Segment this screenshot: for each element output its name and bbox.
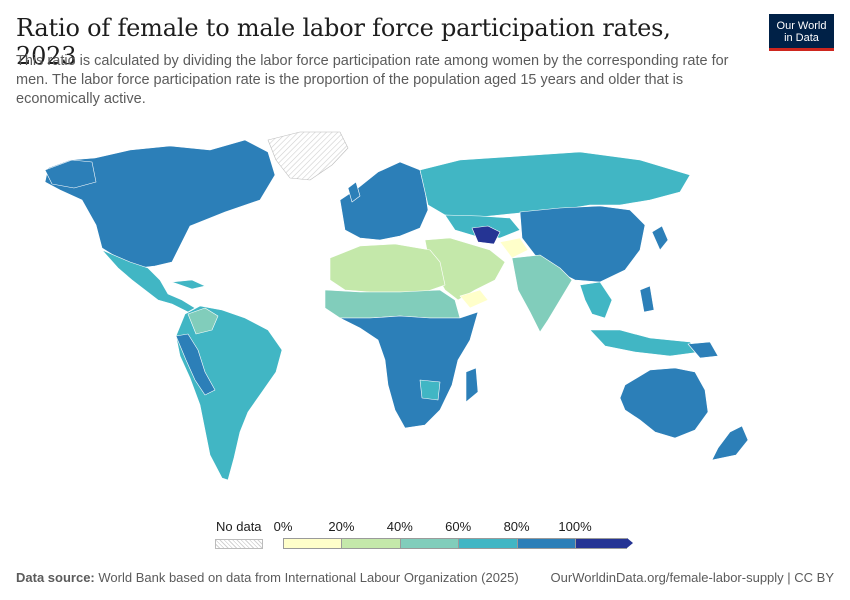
region-colombia[interactable] bbox=[187, 307, 219, 335]
legend-bin-80-100-[interactable] bbox=[516, 538, 575, 549]
region-south-america[interactable] bbox=[175, 305, 283, 481]
region-caribbean[interactable] bbox=[171, 279, 206, 290]
legend-bin-20-40-[interactable] bbox=[341, 538, 400, 549]
source-label: Data source: bbox=[16, 570, 95, 585]
region-greenland[interactable] bbox=[267, 131, 349, 181]
legend-tick-label: 0% bbox=[273, 519, 293, 534]
source-text: World Bank based on data from Internatio… bbox=[98, 570, 519, 585]
chart-title: Ratio of female to male labor force part… bbox=[16, 14, 671, 70]
region-uk[interactable] bbox=[347, 181, 361, 203]
region-papua[interactable] bbox=[687, 341, 719, 359]
region-russia[interactable] bbox=[419, 151, 691, 219]
logo-line-1: Our World bbox=[776, 20, 827, 32]
legend-tick-label: 40% bbox=[386, 519, 413, 534]
legend-arrow bbox=[627, 538, 634, 548]
region-japan[interactable] bbox=[651, 225, 669, 251]
region-philippines[interactable] bbox=[639, 285, 655, 313]
legend-bin-60-80-[interactable] bbox=[458, 538, 517, 549]
chart-subtitle: This ratio is calculated by dividing the… bbox=[16, 53, 729, 107]
region-alaska[interactable] bbox=[44, 159, 97, 189]
legend-no-data-label: No data bbox=[216, 519, 262, 534]
footer: Data source: World Bank based on data fr… bbox=[16, 570, 834, 585]
region-europe[interactable] bbox=[339, 161, 429, 241]
region-afghanistan[interactable] bbox=[499, 237, 529, 259]
legend-bin-0-20-[interactable] bbox=[283, 538, 342, 549]
credit-link[interactable]: OurWorldinData.org/female-labor-supply |… bbox=[550, 570, 834, 585]
region-southern-africa[interactable] bbox=[419, 379, 441, 401]
legend-tick-label: 100% bbox=[558, 519, 592, 534]
legend-tick-label: 60% bbox=[445, 519, 472, 534]
world-map bbox=[44, 131, 749, 481]
region-mexico[interactable] bbox=[101, 249, 196, 313]
region-new-zealand[interactable] bbox=[711, 425, 749, 461]
region-indonesia[interactable] bbox=[589, 329, 701, 357]
legend-tick-label: 80% bbox=[503, 519, 530, 534]
region-southeast-asia[interactable] bbox=[579, 281, 613, 319]
region-south-asia[interactable] bbox=[511, 254, 573, 333]
legend-no-data-swatch[interactable] bbox=[215, 539, 263, 549]
owid-logo[interactable]: Our World in Data bbox=[769, 14, 834, 51]
region-sahel[interactable] bbox=[324, 289, 461, 319]
region-north-america[interactable] bbox=[44, 139, 276, 269]
region-sub-saharan-africa[interactable] bbox=[339, 311, 479, 429]
legend-bin-40-60-[interactable] bbox=[399, 538, 459, 549]
region-australia[interactable] bbox=[619, 367, 709, 439]
legend-bin--100-[interactable] bbox=[575, 538, 628, 549]
region-madagascar[interactable] bbox=[465, 367, 479, 403]
region-peru-bolivia[interactable] bbox=[175, 333, 216, 396]
legend-tick-label: 20% bbox=[328, 519, 355, 534]
color-legend: No data 0% 20% 40% 60% 80% 100% bbox=[210, 518, 650, 552]
region-yemen-afghanistan[interactable] bbox=[459, 289, 489, 309]
region-turkmenistan[interactable] bbox=[471, 225, 501, 245]
logo-line-2: in Data bbox=[784, 32, 819, 44]
region-north-africa[interactable] bbox=[329, 243, 446, 293]
